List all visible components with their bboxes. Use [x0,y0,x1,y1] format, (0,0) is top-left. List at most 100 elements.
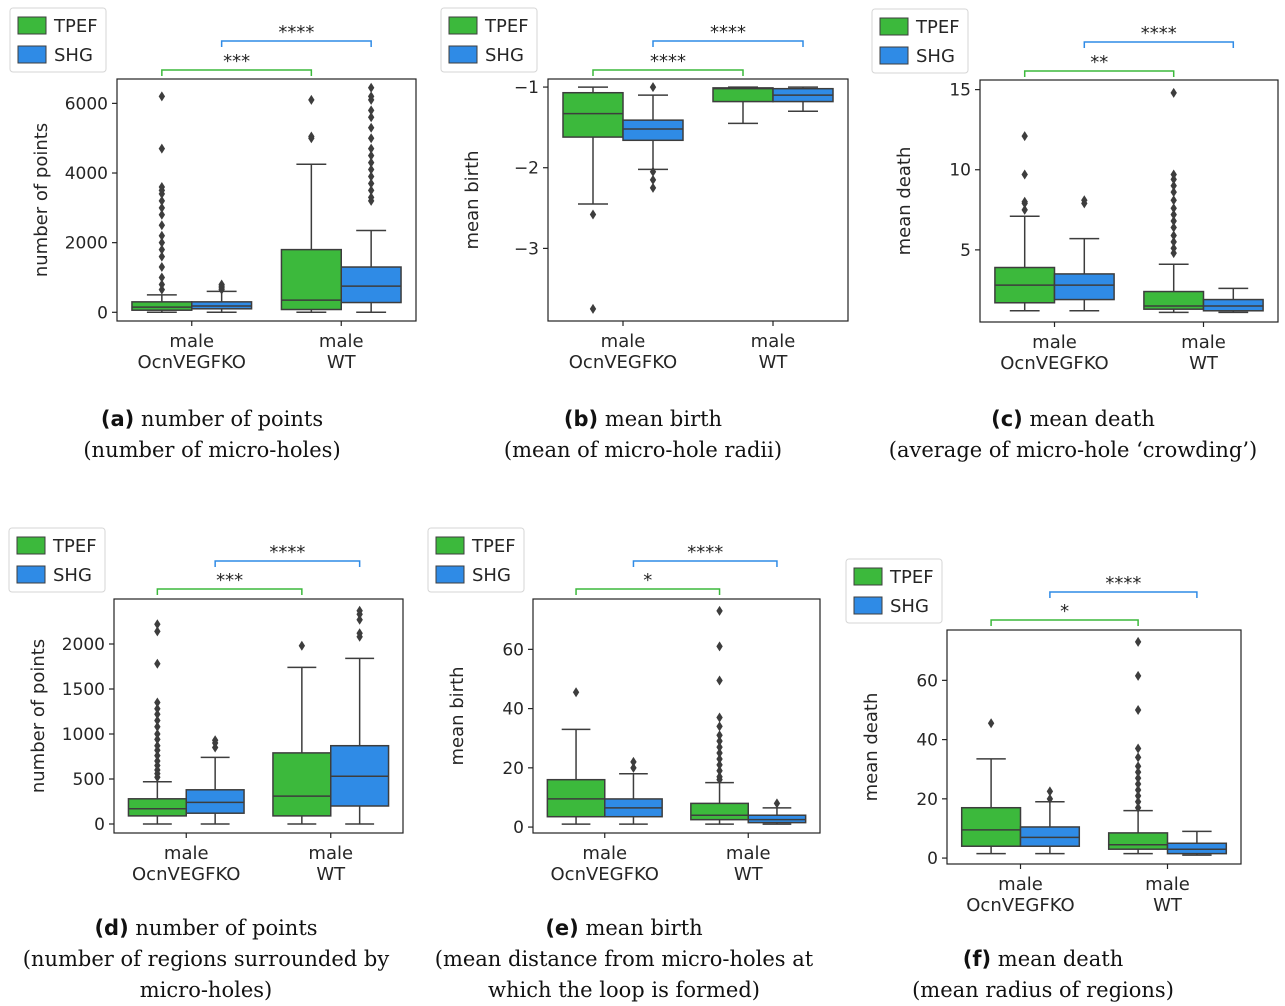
legend-swatch-shg [16,565,46,584]
significance-label-tpef: * [1060,601,1069,622]
legend-swatch-shg [435,565,465,584]
x-tick-label: male [308,843,353,864]
box-iqr [712,87,774,103]
legend: TPEF SHG [427,527,525,593]
legend-label-tpef: TPEF [471,536,516,557]
x-tick-label: male [164,843,209,864]
significance-label-shg: **** [1141,23,1177,44]
box-shg-0 [622,82,684,193]
outlier-point [158,220,166,231]
box-tpef-1 [690,605,749,825]
outlier-point [589,209,597,220]
caption-a-tag: (a) [100,407,135,431]
significance-label-shg: **** [687,542,723,563]
outlier-point [158,202,166,213]
outlier-point [716,730,723,741]
outlier-point [1134,767,1142,778]
caption-e: (e) mean birth (mean distance from micro… [414,913,834,1006]
legend-label-tpef: TPEF [889,567,934,588]
outlier-point [1170,243,1177,254]
significance-bracket-tpef [990,619,1139,626]
x-tick-label: WT [1153,895,1183,916]
x-tick-label: OcnVEGFKO [132,864,240,885]
y-tick-label: 0 [97,303,108,323]
caption-b-line-1: (mean of micro-hole radii) [503,438,783,462]
box-shg-1 [330,605,390,825]
outlier-point [716,675,723,686]
significance-label-shg: **** [269,542,305,563]
legend-label-shg: SHG [890,596,929,617]
plot-frame [979,79,1279,323]
x-tick-label: male [1032,332,1077,353]
box-shg-1 [1202,287,1264,314]
outlier-point [367,185,375,196]
significance-bracket-tpef [592,69,744,76]
legend-label-tpef: TPEF [484,16,529,37]
outlier-point [356,614,363,625]
outlier-point [1170,180,1177,191]
y-tick-label: 20 [502,759,524,779]
legend-swatch-tpef [853,567,883,586]
outlier-point [367,150,375,161]
x-tick-label: OcnVEGFKO [1000,353,1108,374]
box-iqr [622,119,684,142]
outlier-point [630,762,637,773]
outlier-point [154,734,161,745]
outlier-point [158,91,166,102]
caption-e-line-2: which the loop is formed) [488,978,760,1002]
caption-d-line-1: (number of regions surrounded by [22,947,390,971]
x-tick-label: male [169,331,214,352]
outlier-point [158,143,166,154]
x-tick-label: OcnVEGFKO [138,352,246,373]
x-tick-label: WT [316,864,346,885]
outlier-point [1134,796,1142,807]
x-tick-label: OcnVEGFKO [569,352,677,373]
significance-label-shg: **** [278,22,314,43]
box-tpef-0 [546,687,606,825]
y-tick-label: 20 [916,790,938,810]
box-iqr [340,266,402,304]
outlier-point [716,765,723,776]
caption-b-tag: (b) [563,407,599,431]
legend-label-tpef: TPEF [52,536,97,557]
legend: TPEF SHG [871,8,969,74]
caption-a: (a) number of points (number of micro-ho… [2,404,422,466]
box-shg-0 [1019,786,1081,855]
outlier-point [154,619,161,630]
box-shg-0 [185,735,245,825]
significance-bracket-shg [1049,591,1198,598]
outlier-point [154,729,161,739]
box-iqr [272,752,332,817]
y-axis-label: number of points [31,123,52,277]
outlier-point [1170,236,1177,247]
outlier-point [367,157,375,168]
x-tick-label: male [582,843,627,864]
outlier-point [1134,761,1142,772]
caption-e-title: mean birth [585,916,703,940]
plot-frame [532,598,821,834]
box-tpef-1 [1143,87,1205,314]
outlier-point [154,703,161,714]
legend-swatch-tpef [16,536,46,555]
outlier-point [158,230,166,241]
outlier-point [367,164,375,175]
outlier-point [1081,195,1088,206]
outlier-point [154,697,161,708]
caption-d-line-2: micro-holes) [139,978,273,1002]
outlier-point [716,753,723,764]
significance-bracket-shg [1083,41,1235,48]
caption-c-title: mean death [1029,407,1155,431]
outlier-point [649,82,657,93]
x-tick-label: male [751,331,796,352]
outlier-point [1170,169,1177,180]
outlier-point [589,303,597,314]
box-iqr [562,91,624,138]
caption-d-tag: (d) [94,916,129,940]
y-tick-label: 5 [960,241,971,261]
y-tick-label: 0 [927,849,938,869]
caption-c-tag: (c) [991,407,1023,431]
outlier-point [356,628,363,639]
